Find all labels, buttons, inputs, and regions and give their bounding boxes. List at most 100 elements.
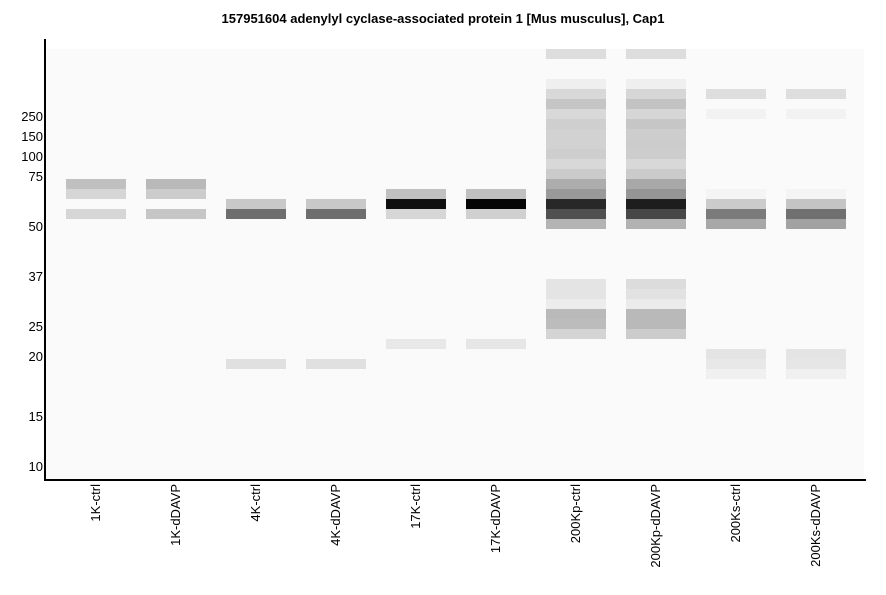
gel-band [306,209,366,219]
gel-band [546,149,606,159]
gel-band [466,189,526,199]
gel-band [386,209,446,219]
gel-band [786,109,846,119]
gel-band [706,369,766,379]
lane-label: 17K-ctrl [408,484,423,529]
y-tick-label: 75 [28,169,43,184]
gel-band [546,329,606,339]
gel-band [626,99,686,109]
gel-band [386,339,446,349]
gel-band [466,209,526,219]
gel-band [626,109,686,119]
gel-band [146,179,206,189]
gel-band [706,189,766,199]
gel-band [626,199,686,209]
gel-band [706,199,766,209]
gel-band [626,49,686,59]
gel-band [306,359,366,369]
gel-band [386,189,446,199]
gel-band [66,179,126,189]
gel-band [626,129,686,139]
lane-label: 200Kp-ctrl [568,484,583,544]
y-tick-label: 37 [28,269,43,284]
gel-band [546,319,606,329]
gel-band [706,89,766,99]
gel-band [626,169,686,179]
gel-band [546,279,606,289]
gel-band [786,89,846,99]
gel-band [546,169,606,179]
chart-title: 157951604 adenylyl cyclase-associated pr… [221,11,665,26]
gel-band [226,209,286,219]
y-tick-label: 50 [28,219,43,234]
gel-band [786,369,846,379]
gel-band [706,359,766,369]
y-tick-label: 100 [21,149,43,164]
y-tick-label: 20 [28,349,43,364]
gel-band [626,149,686,159]
lane-label: 200Ks-dDAVP [808,484,823,567]
gel-band [626,119,686,129]
gel-band [546,139,606,149]
gel-band [546,309,606,319]
gel-band [626,279,686,289]
gel-band [466,339,526,349]
y-tick-label: 150 [21,129,43,144]
gel-band [626,299,686,309]
gel-band [146,209,206,219]
gel-band [546,109,606,119]
gel-band [626,319,686,329]
lane-label: 4K-dDAVP [328,484,343,546]
gel-band [706,109,766,119]
y-axis-line [44,39,46,481]
y-tick-label: 15 [28,409,43,424]
gel-band [546,189,606,199]
gel-band [786,199,846,209]
gel-band [546,89,606,99]
gel-band [546,99,606,109]
gel-band [786,189,846,199]
gel-band [626,309,686,319]
gel-band [626,329,686,339]
gel-band [626,159,686,169]
lane-label: 1K-ctrl [88,484,103,522]
gel-band [546,79,606,89]
gel-band [706,209,766,219]
gel-band [626,189,686,199]
gel-band [66,209,126,219]
gel-band [546,219,606,229]
y-tick-label: 10 [28,459,43,474]
y-tick-label: 250 [21,109,43,124]
gel-band [626,219,686,229]
gel-band [66,189,126,199]
gel-band [546,159,606,169]
gel-band [706,219,766,229]
gel-band [306,199,366,209]
gel-band [386,199,446,209]
gel-plot-area [46,49,864,479]
gel-band [626,209,686,219]
gel-band [466,199,526,209]
lane-label: 4K-ctrl [248,484,263,522]
gel-band [226,359,286,369]
gel-band [546,129,606,139]
gel-band [546,199,606,209]
lane-label: 1K-dDAVP [168,484,183,546]
gel-band [546,209,606,219]
gel-band [626,89,686,99]
gel-band [546,179,606,189]
lane-label: 17K-dDAVP [488,484,503,554]
x-axis-line [44,479,866,481]
lane-label: 200Kp-dDAVP [648,484,663,568]
gel-band [786,209,846,219]
gel-band [706,349,766,359]
lane-label: 200Ks-ctrl [728,484,743,543]
gel-band [546,49,606,59]
gel-band [626,139,686,149]
y-tick-label: 25 [28,319,43,334]
gel-band [626,79,686,89]
gel-band [546,119,606,129]
gel-band [626,179,686,189]
gel-band [626,289,686,299]
gel-band [546,289,606,299]
